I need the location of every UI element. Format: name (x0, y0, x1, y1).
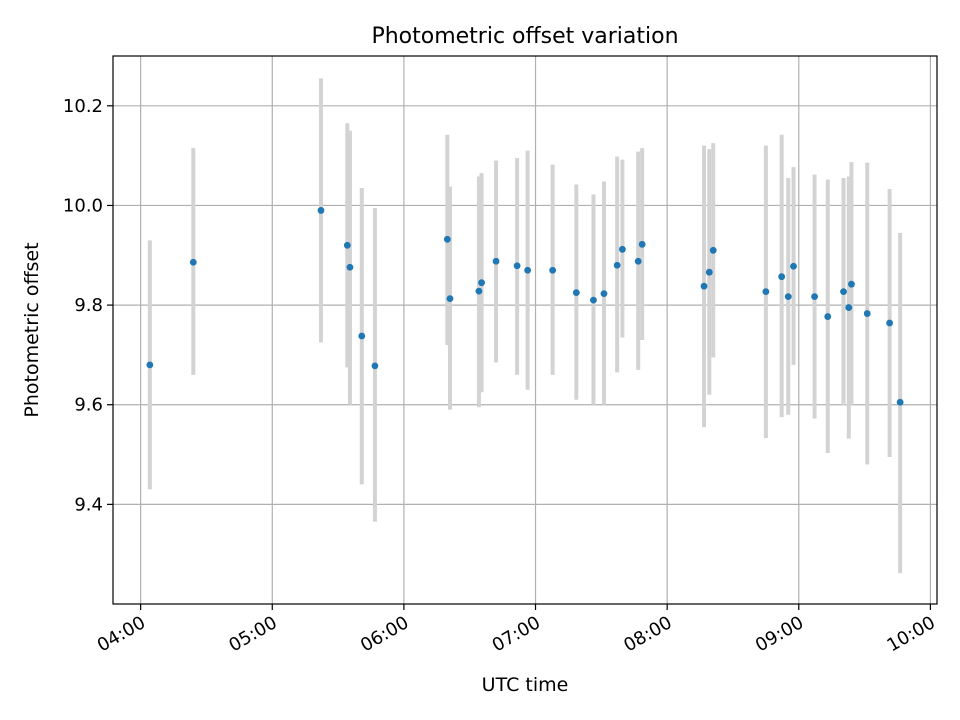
data-point (705, 268, 713, 276)
y-tick-label: 9.4 (74, 494, 103, 515)
y-axis-label: Photometric offset (21, 242, 43, 417)
data-point (824, 313, 832, 320)
data-point (600, 290, 608, 298)
data-point (709, 246, 717, 254)
data-point (475, 287, 483, 295)
data-point (513, 262, 521, 270)
data-point (358, 332, 366, 340)
y-tick-label: 9.6 (74, 395, 103, 416)
data-point (590, 296, 597, 304)
data-point (784, 293, 792, 301)
data-point (189, 258, 197, 266)
data-point (613, 261, 621, 269)
data-point (524, 266, 532, 274)
data-point (446, 295, 454, 303)
x-axis-label: UTC time (482, 674, 569, 696)
data-point (371, 362, 379, 370)
data-points (146, 207, 904, 406)
data-point (146, 361, 154, 369)
data-point (811, 293, 818, 301)
data-point (634, 257, 642, 265)
data-point (790, 262, 797, 270)
data-point (549, 266, 557, 274)
data-point (896, 398, 904, 406)
data-point (478, 279, 485, 287)
data-point (762, 288, 770, 296)
y-axis-ticks: 9.4 9.6 9.8 10.0 10.2 (63, 96, 113, 515)
y-tick-label: 10.2 (63, 96, 103, 117)
data-point (863, 310, 871, 317)
data-point (848, 280, 855, 288)
data-point (778, 273, 786, 281)
grid-lines (113, 56, 937, 604)
y-tick-label: 10.0 (63, 195, 103, 216)
data-point (886, 319, 894, 327)
data-point (492, 257, 500, 265)
data-point (700, 282, 708, 290)
chart-title: Photometric offset variation (371, 24, 678, 49)
data-point (572, 289, 580, 297)
data-point (443, 235, 451, 243)
data-point (619, 245, 626, 253)
data-point (638, 240, 646, 248)
data-point (840, 288, 847, 296)
y-tick-label: 9.8 (74, 295, 103, 316)
data-point (845, 304, 853, 311)
data-point (346, 263, 354, 271)
plot-frame (112, 55, 938, 605)
data-point (343, 241, 351, 249)
data-point (317, 207, 325, 214)
